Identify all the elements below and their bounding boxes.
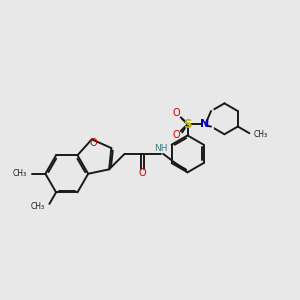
Text: CH₃: CH₃ [31, 202, 45, 211]
Text: O: O [172, 109, 180, 118]
Text: CH₃: CH₃ [254, 130, 268, 139]
Text: O: O [139, 168, 146, 178]
Text: O: O [89, 138, 97, 148]
Text: S: S [183, 118, 192, 131]
Text: N: N [200, 119, 209, 129]
Text: NH: NH [154, 144, 168, 153]
Text: CH₃: CH₃ [13, 169, 27, 178]
Text: O: O [172, 130, 180, 140]
